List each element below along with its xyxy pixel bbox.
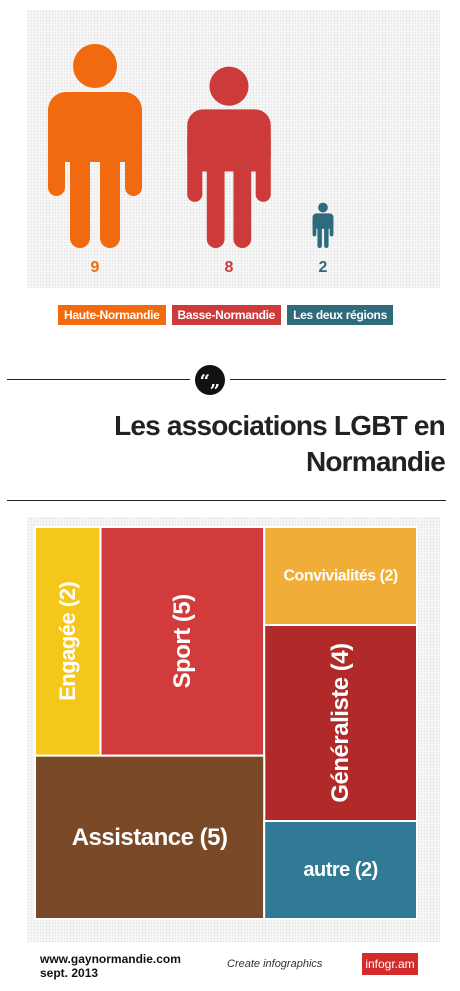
pictograph-chart: 9 8 2	[48, 44, 334, 276]
person-value-label-0: 9	[91, 259, 100, 276]
footer-site[interactable]: www.gaynormandie.com	[40, 952, 181, 966]
person-value-label-1: 8	[225, 259, 234, 276]
divider-left	[7, 379, 190, 380]
footer-create-link[interactable]: Create infographics	[227, 958, 323, 970]
treemap-label-2: Convivialités (2)	[283, 568, 397, 585]
treemap-cell-5	[263, 820, 418, 920]
treemap-label-4: Assistance (5)	[72, 824, 228, 851]
treemap-label-3: Généraliste (4)	[327, 643, 354, 802]
legend-item-deux-regions: Les deux régions	[287, 305, 393, 325]
treemap-cell-2	[263, 526, 418, 626]
treemap-cell-0	[34, 526, 102, 757]
person-mark-0	[48, 44, 142, 248]
treemap-label-5: autre (2)	[303, 859, 377, 881]
person-mark-1	[187, 66, 271, 248]
legend-item-haute-normandie: Haute-Normandie	[58, 305, 166, 325]
chart-legend: Haute-Normandie Basse-Normandie Les deux…	[58, 305, 393, 325]
title-underline	[7, 500, 446, 501]
treemap-chart: Engagée (2) Sport (5) Convivialités (2) Gén…	[34, 526, 418, 920]
person-value-label-2: 2	[319, 259, 328, 276]
divider-right	[230, 379, 446, 380]
infogram-logo[interactable]: infogr.am	[362, 953, 418, 975]
section-title: Les associations LGBT en Normandie	[114, 410, 446, 477]
legend-item-basse-normandie: Basse-Normandie	[171, 305, 282, 325]
footer-credits: www.gaynormandie.com sept. 2013	[40, 952, 181, 980]
treemap-cell-1	[99, 526, 266, 757]
person-mark-2	[312, 202, 334, 248]
treemap-cell-3	[263, 624, 418, 822]
treemap-label-1: Sport (5)	[169, 594, 196, 688]
footer-date: sept. 2013	[40, 966, 99, 980]
treemap-label-0: Engagée (2)	[55, 582, 80, 701]
quote-icon: “„	[195, 365, 225, 395]
